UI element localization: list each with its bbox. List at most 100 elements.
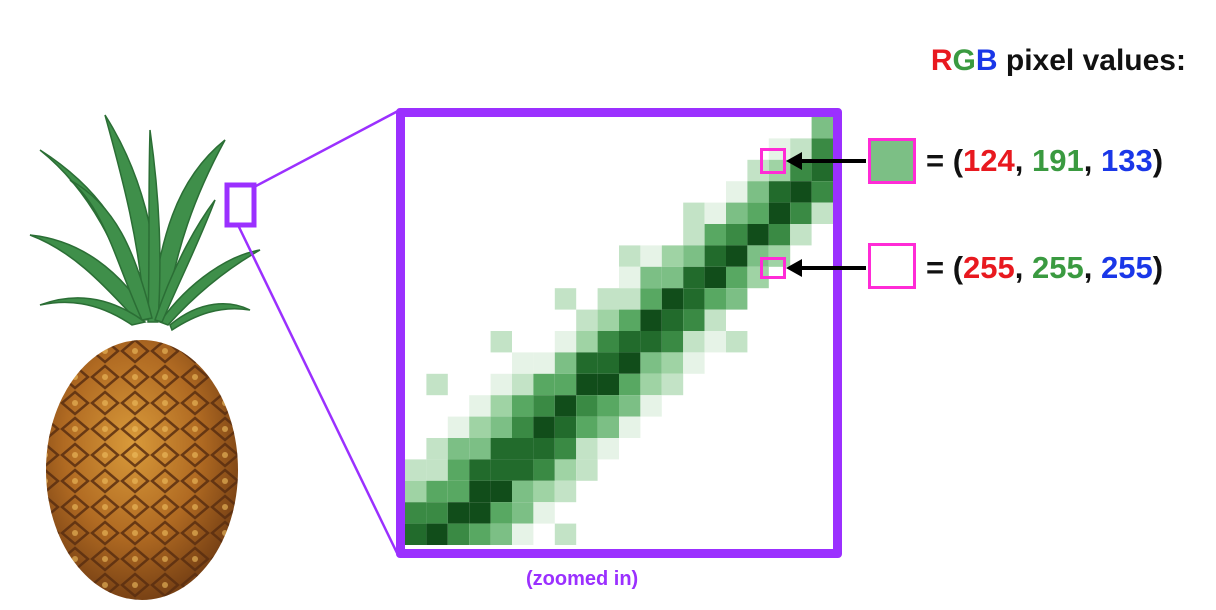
zoom-line-bottom <box>236 224 400 556</box>
title-g: G <box>952 44 976 77</box>
zoom-pixel <box>747 202 769 224</box>
zoom-pixel <box>597 438 619 460</box>
zoom-pixel <box>447 523 470 545</box>
zoom-pixel <box>554 395 577 417</box>
zoom-pixel <box>640 266 662 289</box>
zoom-pixel <box>704 331 726 353</box>
eq-prefix: = ( <box>926 143 964 178</box>
zoom-pixel <box>469 523 491 545</box>
zoom-pixel <box>640 309 662 331</box>
zoom-pixel <box>704 266 726 289</box>
zoom-pixel <box>619 309 641 331</box>
zoom-pixel <box>576 309 598 331</box>
zoom-pixel <box>661 288 684 310</box>
pineapple-leaves <box>29 114 261 332</box>
zoom-pixel <box>683 309 705 331</box>
zoom-pixel <box>619 395 641 417</box>
zoom-pixel <box>512 395 534 417</box>
zoom-caption: (zoomed in) <box>526 568 639 590</box>
zoom-pixel <box>597 309 619 331</box>
zoom-pixel <box>554 352 577 374</box>
zoom-pixel <box>704 288 726 310</box>
zoom-pixel <box>811 138 833 160</box>
rgb-value-green-pixel: = (124, 191, 133) <box>926 143 1163 179</box>
zoom-pixel <box>426 502 448 524</box>
pineapple-image <box>29 114 261 600</box>
zoom-pixel <box>469 416 491 438</box>
zoom-pixel <box>447 502 470 524</box>
zoom-pixel <box>726 202 748 224</box>
value-g: 191 <box>1032 143 1084 178</box>
zoom-pixel <box>640 331 662 353</box>
zoom-pixel <box>533 480 555 503</box>
zoom-pixel <box>447 438 470 460</box>
zoom-pixel <box>512 416 534 438</box>
eq-suffix: ) <box>1152 250 1164 285</box>
eq-sep: , <box>1014 250 1033 285</box>
zoom-pixel <box>726 266 748 289</box>
zoom-pixel <box>490 395 512 417</box>
zoom-pixel <box>512 438 534 460</box>
zoom-pixel <box>790 138 812 160</box>
zoom-pixel <box>597 416 619 438</box>
zoom-pixel <box>683 245 705 267</box>
arrow-green-pixel <box>786 152 866 170</box>
zoom-pixel <box>576 395 598 417</box>
zoom-pixel <box>512 373 534 396</box>
zoom-pixel <box>405 480 427 503</box>
zoom-pixel <box>790 224 812 246</box>
zoom-pixel <box>554 438 577 460</box>
zoom-pixel <box>619 373 641 396</box>
highlight-pixel-white <box>760 257 786 279</box>
zoom-pixel <box>490 373 512 396</box>
zoom-pixel <box>533 416 555 438</box>
zoom-pixel <box>811 202 833 224</box>
zoom-pixel <box>512 352 534 374</box>
zoom-pixel <box>747 181 769 203</box>
pixel-grid <box>405 117 833 545</box>
zoom-pixel <box>640 395 662 417</box>
eq-sep: , <box>1083 250 1101 285</box>
zoom-pixel <box>512 523 534 545</box>
zoom-pixel <box>447 459 470 481</box>
title-b: B <box>975 44 998 77</box>
zoom-pixel <box>747 159 769 182</box>
value-r: 124 <box>963 143 1015 178</box>
zoom-pixel <box>640 245 662 267</box>
zoom-pixel <box>768 224 791 246</box>
zoom-pixel <box>554 416 577 438</box>
zoom-pixel <box>597 352 619 374</box>
zoom-pixel <box>405 523 427 545</box>
zoom-pixel <box>426 438 448 460</box>
zoom-pixel <box>640 288 662 310</box>
zoom-pixel <box>490 438 512 460</box>
eq-prefix: = ( <box>926 250 964 285</box>
value-r: 255 <box>963 250 1015 285</box>
zoom-pixel <box>811 181 833 203</box>
zoom-pixel <box>726 288 748 310</box>
zoom-pixel <box>512 480 534 503</box>
zoom-pixel <box>597 331 619 353</box>
zoom-pixel <box>426 480 448 503</box>
zoom-pixel <box>512 502 534 524</box>
zoom-pixel <box>747 224 769 246</box>
zoom-pixel <box>554 523 577 545</box>
zoom-pixel <box>790 202 812 224</box>
zoom-pixel <box>683 352 705 374</box>
zoom-pixel <box>533 395 555 417</box>
zoom-pixel <box>469 502 491 524</box>
rgb-value-white-pixel: = (255, 255, 255) <box>926 250 1163 286</box>
zoom-pixel <box>619 245 641 267</box>
title-rest: pixel values: <box>997 44 1186 77</box>
zoom-pixel <box>704 245 726 267</box>
zoom-pixel <box>704 202 726 224</box>
zoom-pixel <box>576 331 598 353</box>
highlight-pixel-green <box>760 148 786 174</box>
zoom-pixel <box>683 224 705 246</box>
zoom-pixel <box>790 181 812 203</box>
zoom-pixel <box>704 224 726 246</box>
arrow-white-pixel <box>786 259 866 277</box>
zoom-pixel <box>447 416 470 438</box>
zoom-pixel <box>640 373 662 396</box>
zoom-pixel <box>640 352 662 374</box>
